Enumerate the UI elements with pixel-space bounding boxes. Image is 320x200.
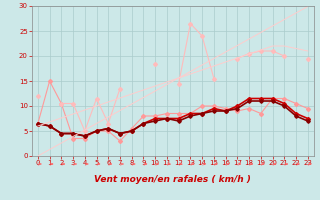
X-axis label: Vent moyen/en rafales ( km/h ): Vent moyen/en rafales ( km/h ) — [94, 174, 251, 184]
